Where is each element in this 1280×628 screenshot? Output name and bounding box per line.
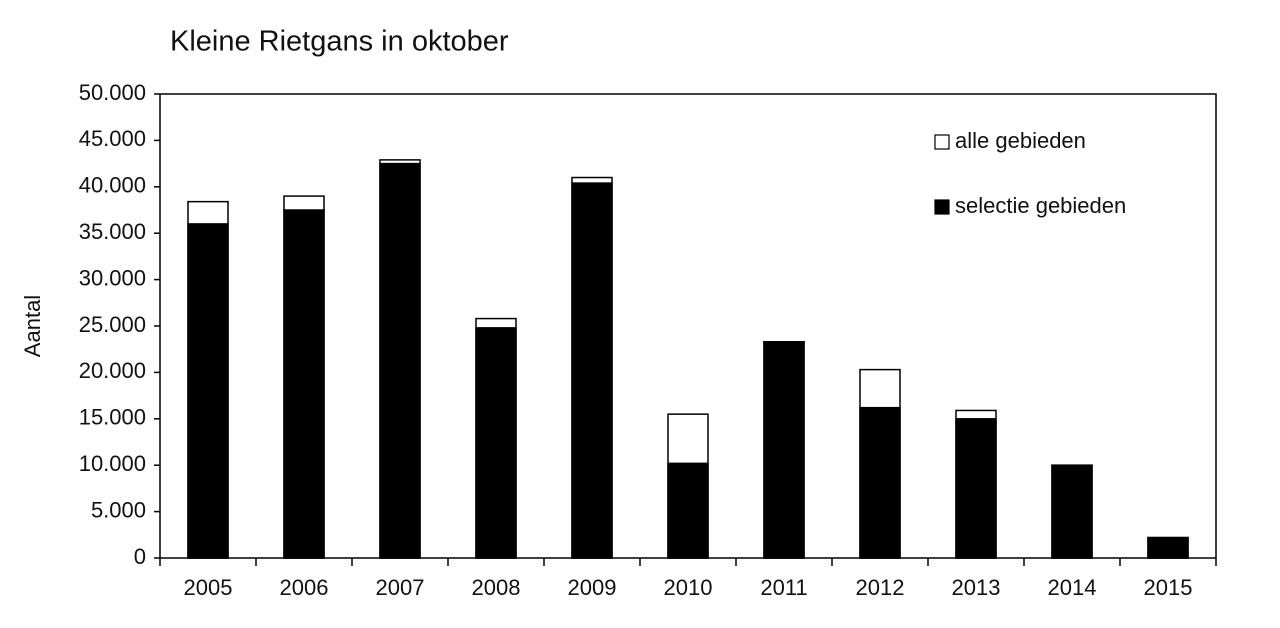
y-tick-label: 15.000 bbox=[79, 405, 146, 430]
x-tick-label: 2014 bbox=[1048, 575, 1097, 600]
y-tick-label: 45.000 bbox=[79, 126, 146, 151]
bar bbox=[859, 406, 901, 559]
y-tick-label: 50.000 bbox=[79, 80, 146, 105]
bar bbox=[187, 223, 229, 559]
y-tick-label: 5.000 bbox=[91, 497, 146, 522]
y-tick-label: 35.000 bbox=[79, 219, 146, 244]
x-tick-label: 2015 bbox=[1144, 575, 1193, 600]
y-tick-label: 0 bbox=[134, 544, 146, 569]
y-tick-label: 20.000 bbox=[79, 358, 146, 383]
bar bbox=[955, 418, 997, 559]
bar bbox=[571, 182, 613, 559]
x-tick-label: 2007 bbox=[376, 575, 425, 600]
x-tick-label: 2006 bbox=[280, 575, 329, 600]
bar bbox=[1051, 464, 1093, 559]
y-tick-label: 40.000 bbox=[79, 173, 146, 198]
x-tick-label: 2005 bbox=[184, 575, 233, 600]
bar bbox=[283, 209, 325, 559]
x-tick-label: 2010 bbox=[664, 575, 713, 600]
bar bbox=[1147, 536, 1189, 559]
x-tick-label: 2008 bbox=[472, 575, 521, 600]
bar bbox=[379, 162, 421, 559]
legend-label: alle gebieden bbox=[955, 128, 1086, 153]
legend-swatch bbox=[934, 199, 950, 215]
x-tick-label: 2009 bbox=[568, 575, 617, 600]
y-tick-label: 10.000 bbox=[79, 451, 146, 476]
y-tick-label: 30.000 bbox=[79, 265, 146, 290]
plot-frame bbox=[159, 93, 1217, 559]
legend-swatch bbox=[934, 134, 950, 150]
bar bbox=[763, 341, 805, 559]
bar bbox=[667, 462, 709, 559]
y-axis-label: Aantal bbox=[20, 295, 45, 357]
x-tick-label: 2011 bbox=[760, 575, 807, 600]
chart-title: Kleine Rietgans in oktober bbox=[170, 26, 509, 58]
legend-label: selectie gebieden bbox=[955, 193, 1126, 218]
x-tick-label: 2012 bbox=[856, 575, 905, 600]
x-tick-label: 2013 bbox=[952, 575, 1001, 600]
y-tick-label: 25.000 bbox=[79, 312, 146, 337]
bar bbox=[475, 327, 517, 559]
